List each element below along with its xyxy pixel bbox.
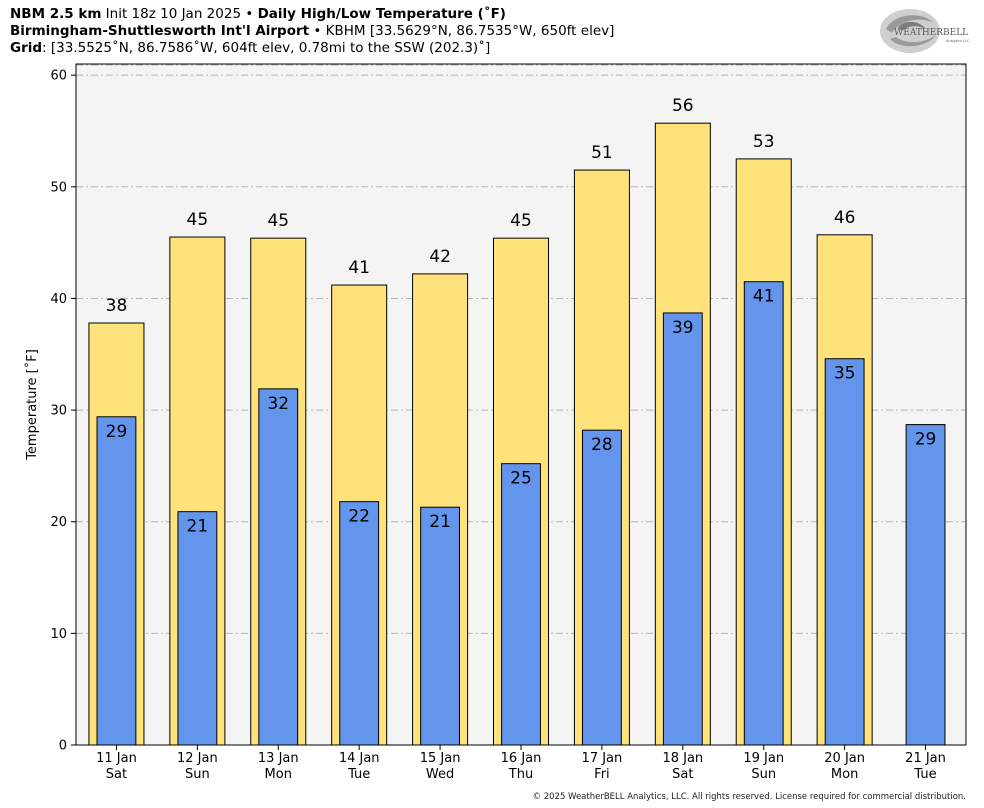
product-name: Daily High/Low Temperature (˚F) (257, 6, 506, 22)
high-temp-label: 45 (267, 211, 289, 231)
x-tick-date: 19 Jan (743, 751, 784, 766)
weatherbell-logo: WEATHERBELL Analytics LLC (880, 9, 970, 53)
y-tick-label: 60 (50, 69, 67, 84)
y-tick-label: 30 (50, 404, 67, 419)
grid-line: Grid: [33.5525˚N, 86.7586˚W, 604ft elev,… (10, 40, 490, 56)
low-temp-label: 21 (187, 517, 209, 537)
high-temp-label: 45 (187, 210, 209, 230)
chart-title: NBM 2.5 km Init 18z 10 Jan 2025 • Daily … (10, 6, 506, 22)
low-temp-label: 29 (915, 430, 937, 450)
low-temp-bar (501, 463, 541, 746)
high-temp-label: 38 (106, 296, 128, 316)
x-tick-day: Fri (594, 767, 610, 782)
low-temp-label: 21 (429, 512, 451, 532)
low-temp-label: 32 (267, 394, 289, 414)
x-tick-date: 20 Jan (824, 751, 865, 766)
low-temp-label: 22 (348, 507, 370, 527)
x-tick-day: Wed (426, 767, 454, 782)
x-tick-date: 17 Jan (582, 751, 623, 766)
low-temp-label: 25 (510, 469, 532, 489)
low-temp-bar (905, 424, 946, 746)
y-tick-label: 40 (50, 292, 67, 307)
x-tick-day: Mon (265, 767, 292, 782)
high-temp-label: 51 (591, 143, 613, 163)
logo-subtext: Analytics LLC (946, 39, 970, 43)
x-tick-day: Tue (913, 767, 936, 782)
bars (88, 122, 946, 746)
y-tick-label: 10 (50, 627, 67, 642)
x-tick-date: 12 Jan (177, 751, 218, 766)
station-coords: • KBHM [33.5629°N, 86.7535°W, 650ft elev… (309, 23, 615, 39)
x-tick-date: 14 Jan (339, 751, 380, 766)
plot-frame (75, 63, 967, 746)
low-temp-label: 29 (106, 422, 128, 442)
low-temp-bar (743, 281, 784, 746)
x-tick-date: 13 Jan (258, 751, 299, 766)
y-tick-label: 50 (50, 180, 67, 195)
high-temp-label: 42 (429, 247, 451, 267)
copyright-footer: © 2025 WeatherBELL Analytics, LLC. All r… (532, 792, 966, 802)
x-tick-day: Sat (672, 767, 693, 782)
low-temp-label: 35 (834, 364, 856, 384)
grid-coords: : [33.5525˚N, 86.7586˚W, 604ft elev, 0.7… (42, 40, 491, 56)
x-tick-date: 18 Jan (662, 751, 703, 766)
x-tick-day: Tue (347, 767, 370, 782)
x-tick-day: Sun (185, 767, 210, 782)
logo-text: WEATHERBELL (894, 28, 968, 38)
y-axis-label: Temperature [˚F] (24, 349, 40, 461)
high-temp-label: 41 (348, 258, 370, 278)
low-temp-bar (420, 506, 461, 746)
high-temp-label: 56 (672, 96, 694, 116)
low-temp-bar (581, 429, 622, 746)
x-tick-day: Sun (751, 767, 776, 782)
x-tick-date: 16 Jan (501, 751, 542, 766)
high-temp-label: 53 (753, 132, 775, 152)
low-temp-bar (339, 501, 380, 746)
x-tick-date: 15 Jan (420, 751, 461, 766)
station-line: Birmingham-Shuttlesworth Int'l Airport •… (10, 23, 614, 39)
model-name: NBM 2.5 km (10, 6, 102, 22)
x-tick-day: Sat (106, 767, 127, 782)
grid-label: Grid (10, 40, 43, 56)
y-tick-label: 0 (59, 739, 67, 754)
high-temp-label: 46 (834, 208, 856, 228)
value-labels: 38 29 45 21 45 32 41 22 42 21 45 25 51 28 56 39 53 41 46 35… (106, 96, 937, 537)
x-tick-date: 21 Jan (905, 751, 946, 766)
x-tick-date: 11 Jan (96, 751, 137, 766)
x-tick-day: Thu (508, 767, 533, 782)
low-temp-bar (258, 388, 299, 746)
low-temp-bar (96, 416, 137, 746)
init-time: Init 18z 10 Jan 2025 • (101, 6, 258, 22)
low-temp-label: 28 (591, 435, 613, 455)
y-tick-label: 20 (50, 515, 67, 530)
high-temp-label: 45 (510, 211, 532, 231)
station-name: Birmingham-Shuttlesworth Int'l Airport (10, 23, 310, 39)
low-temp-bar (824, 358, 865, 746)
low-temp-label: 41 (753, 287, 775, 307)
x-tick-day: Mon (831, 767, 858, 782)
low-temp-label: 39 (672, 318, 694, 338)
low-temp-bar (177, 511, 218, 746)
low-temp-bar (662, 312, 703, 746)
